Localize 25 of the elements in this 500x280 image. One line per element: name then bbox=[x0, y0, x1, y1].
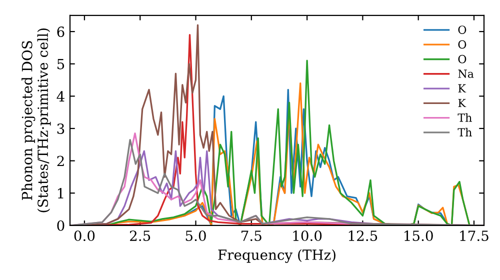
legend-label: Na bbox=[458, 70, 474, 78]
x-tick-label: 12.5 bbox=[348, 230, 378, 242]
x-tick-label: 7.5 bbox=[242, 230, 262, 242]
legend-label: Th bbox=[458, 113, 472, 122]
legend-label: O bbox=[458, 26, 466, 34]
legend-label: K bbox=[458, 98, 466, 108]
y-tick-label: 6 bbox=[57, 26, 64, 38]
y-tick-label: 0 bbox=[57, 220, 64, 231]
y-tick-label: 3 bbox=[57, 123, 64, 134]
x-tick-label: 2.5 bbox=[130, 230, 150, 242]
legend-label: O bbox=[458, 40, 466, 49]
y-tick-label: 2 bbox=[57, 156, 64, 166]
legend-label: K bbox=[458, 84, 466, 92]
x-tick-label: 5.0 bbox=[186, 230, 206, 242]
y-tick-label: 5 bbox=[57, 59, 64, 70]
x-tick-label: 0.0 bbox=[74, 230, 95, 242]
x-axis-title: Frequency (THz) bbox=[218, 249, 336, 263]
legend-label: Th bbox=[458, 128, 472, 136]
x-tick-label: 10.0 bbox=[293, 230, 322, 242]
x-tick-label: 15.0 bbox=[404, 230, 433, 242]
y-axis-title: Phonon projected DOS (States/THz·primitive cell) bbox=[22, 28, 51, 212]
legend-label: O bbox=[458, 54, 466, 64]
x-tick-label: 17.5 bbox=[460, 230, 488, 242]
y-tick-label: 1 bbox=[58, 188, 64, 198]
y-tick-label: 4 bbox=[56, 91, 64, 102]
